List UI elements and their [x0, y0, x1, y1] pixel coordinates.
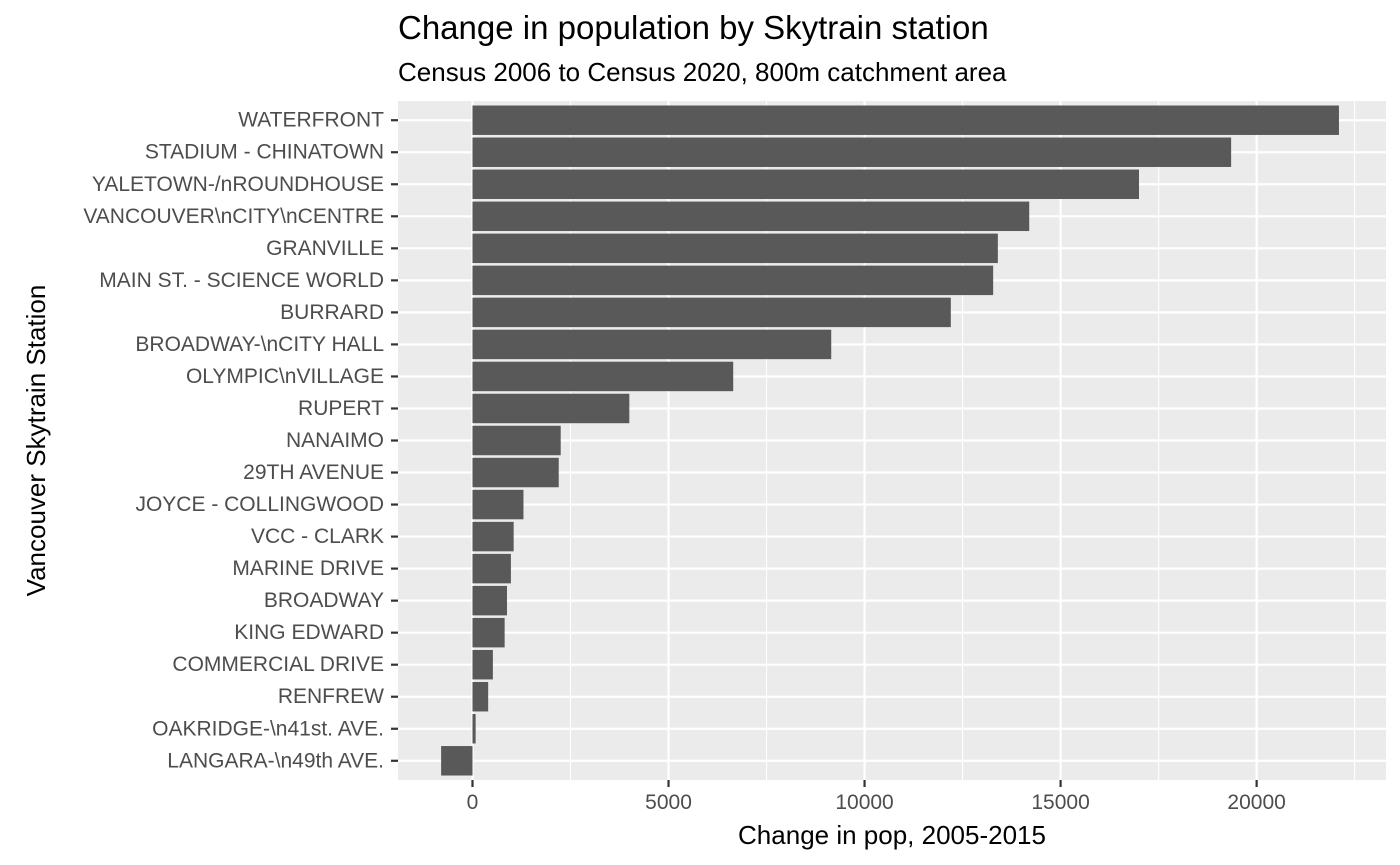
y-tick-label: STADIUM - CHINATOWN — [145, 141, 384, 164]
y-tick-label: MAIN ST. - SCIENCE WORLD — [99, 269, 384, 292]
bar — [472, 553, 511, 584]
bar — [472, 329, 832, 360]
x-tick-label: 15000 — [1031, 791, 1089, 814]
y-tick-label: BROADWAY — [264, 589, 384, 612]
bar — [441, 746, 473, 776]
x-axis-title: Change in pop, 2005-2015 — [738, 820, 1046, 850]
y-tick-label: VANCOUVER\nCITY\nCENTRE — [83, 205, 384, 228]
bar — [472, 681, 489, 712]
y-tick-label: 29TH AVENUE — [243, 461, 384, 484]
bar — [472, 617, 505, 648]
y-tick-label: YALETOWN-/nROUNDHOUSE — [92, 173, 384, 196]
y-tick-label: BROADWAY-\nCITY HALL — [135, 333, 384, 356]
y-tick-label: BURRARD — [280, 301, 384, 324]
bar — [472, 297, 951, 328]
chart-subtitle: Census 2006 to Census 2020, 800m catchme… — [398, 57, 1007, 87]
bar — [472, 585, 507, 616]
y-tick-label: KING EDWARD — [234, 621, 384, 644]
bar — [472, 201, 1030, 232]
y-tick-label: VCC - CLARK — [251, 525, 384, 548]
bar — [472, 265, 994, 296]
x-tick-label: 10000 — [835, 791, 893, 814]
bar — [472, 393, 630, 424]
y-tick-label: RENFREW — [278, 685, 384, 708]
bar — [472, 233, 998, 264]
bar — [472, 521, 514, 552]
x-tick-label: 5000 — [645, 791, 692, 814]
bar — [472, 489, 524, 520]
bar — [472, 714, 476, 744]
y-tick-label: OAKRIDGE-\n41st. AVE. — [152, 717, 384, 740]
y-axis-title: Vancouver Skytrain Station — [21, 285, 51, 597]
chart-title: Change in population by Skytrain station — [398, 9, 989, 46]
y-tick-label: JOYCE - COLLINGWOOD — [135, 493, 384, 516]
bar — [472, 361, 734, 392]
x-tick-label: 0 — [467, 791, 479, 814]
bars — [441, 105, 1339, 776]
y-tick-label: COMMERCIAL DRIVE — [172, 653, 384, 676]
bar — [472, 169, 1139, 200]
y-tick-label: NANAIMO — [286, 429, 384, 452]
y-tick-label: GRANVILLE — [266, 237, 384, 260]
y-tick-label: MARINE DRIVE — [232, 557, 384, 580]
bar — [472, 457, 559, 488]
bar — [472, 105, 1339, 135]
y-tick-label: OLYMPIC\nVILLAGE — [186, 365, 384, 388]
bar — [472, 137, 1232, 167]
bar — [472, 649, 493, 680]
bar — [472, 425, 561, 456]
y-tick-label: WATERFRONT — [238, 109, 384, 132]
y-axis: WATERFRONT STADIUM - CHINATOWN YALETOWN-/n… — [83, 109, 398, 772]
y-tick-label: LANGARA-\n49th AVE. — [167, 749, 384, 772]
x-tick-label: 20000 — [1227, 791, 1285, 814]
x-axis: 0 5000 10000 15000 20000 — [467, 780, 1286, 814]
y-tick-label: RUPERT — [298, 397, 384, 420]
